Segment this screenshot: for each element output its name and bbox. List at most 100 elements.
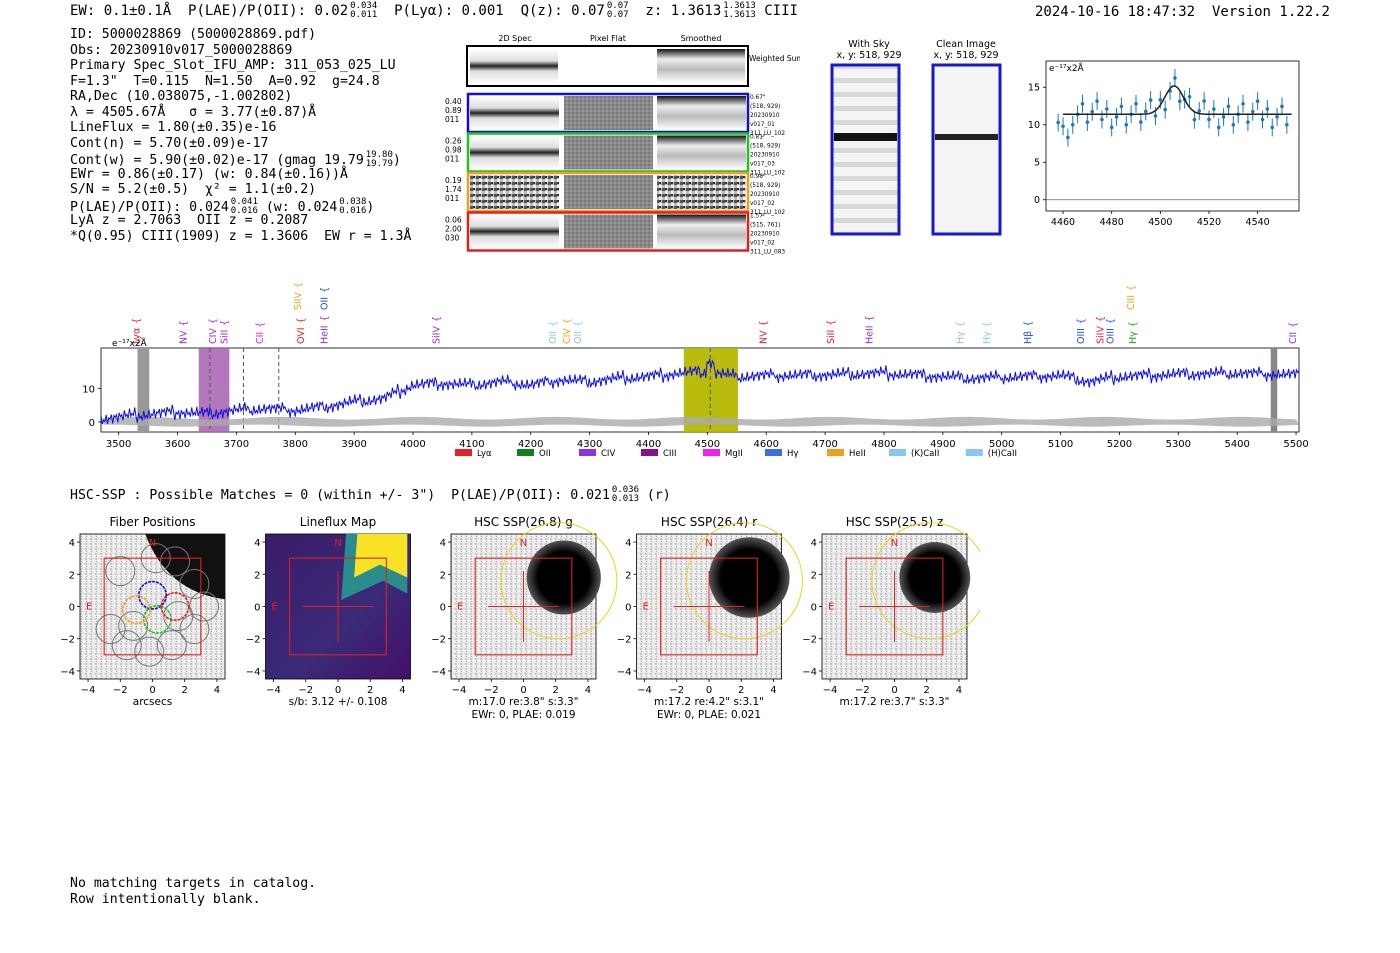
spectrum-unit-label: e⁻¹⁷x2Å [112, 337, 148, 349]
panel-caption: m:17.2 re:3.7" s:3.3" [840, 696, 950, 708]
legend-label: MgII [725, 449, 743, 459]
panel-y-tick-label: −2 [802, 635, 817, 646]
line-id-name: CII [255, 332, 266, 344]
zoom-data-point [1119, 104, 1124, 109]
spectrum-y-tick-label: 10 [82, 384, 95, 395]
legend-label: HeII [849, 449, 866, 459]
line-id-name: SiIV [432, 326, 443, 344]
panel-x-tick-label: −2 [298, 685, 313, 696]
flux-peak [354, 534, 408, 578]
zoom-y-tick-label: 15 [1028, 82, 1040, 93]
line-id-name: CIV [208, 328, 219, 344]
legend-swatch [579, 449, 596, 456]
line-id-label: Hβ { [1023, 321, 1034, 344]
signal-noise: S/N = 5.2(±0.5) χ² = 1.1(±0.2) [70, 182, 317, 197]
panel-y-tick-label: 0 [69, 603, 75, 614]
cont-w: Cont(w) = 5.90(±0.02)e-17 (gmag 19.79 19.… [70, 150, 401, 169]
panel-x-tick-label: 4 [956, 685, 962, 696]
cutout-right-label: (515, 761) [750, 223, 780, 229]
panel-y-tick-label: −2 [60, 635, 75, 646]
zoom-plot-content: 4460 4480 4500 4520 4540 0 5 10 15 [1028, 68, 1299, 228]
panel-y-tick-label: 0 [254, 603, 260, 614]
panel-title: Fiber Positions [109, 515, 195, 529]
fiber-circle [111, 630, 142, 661]
legend-label: OII [539, 449, 551, 459]
col-title-pixelflat: Pixel Flat [590, 34, 626, 43]
panel-y-tick-label: 4 [440, 538, 446, 549]
cutout-right-label: 311_LU_083 [750, 250, 785, 256]
panel-x-tick-label: 0 [149, 685, 155, 696]
bright-source [526, 540, 601, 615]
zoom-data-point [1148, 98, 1153, 102]
legend-label: Hγ [787, 449, 798, 459]
spectrum-x-tick-label: 3500 [106, 439, 131, 450]
line-id-name: SiIV [1096, 326, 1107, 344]
north-label: N [891, 538, 898, 549]
line-id-label: HeII { [320, 315, 331, 344]
fiber-circle-highlight [160, 592, 190, 621]
hsc-panel: Fiber Positions N E 4 2 0 −2 −4 −4 −2 0 2 4 arcsecs [60, 515, 226, 708]
cutout-left-label: 0.89 [445, 106, 462, 115]
spectrum-x-tick-label: 4500 [695, 439, 720, 450]
aperture-ellipse [500, 522, 618, 640]
cutout-left-label: 1.74 [445, 185, 462, 194]
zoom-data-point [1255, 99, 1260, 103]
spectrum-x-tick-label: 4600 [754, 439, 779, 450]
cutout-right-label: v017_02 [750, 201, 775, 207]
spectrum-x-tick-label: 5400 [1224, 439, 1249, 450]
line-id-brace: { [955, 321, 966, 327]
legend-swatch [641, 449, 658, 456]
line-id-brace: { [296, 317, 307, 323]
zoom-x-tick-label: 4460 [1051, 217, 1075, 228]
fiber-circle [134, 636, 165, 667]
wavelength-sigma: λ = 4505.67Å σ = 3.77(±0.87)Å [70, 104, 317, 120]
panel-x-tick-label: −4 [81, 685, 96, 696]
zoom-data-point [1158, 98, 1163, 102]
detection-id: ID: 5000028869 (5000028869.pdf) [70, 27, 317, 42]
cutout-left-label: 011 [445, 115, 460, 124]
spectrum-x-tick-label: 5300 [1166, 439, 1191, 450]
panel-y-tick-label: 4 [69, 538, 75, 549]
zoom-data-point [1231, 122, 1236, 127]
line-id-brace: { [1076, 318, 1087, 324]
zoom-data-point [1187, 94, 1192, 99]
line-id-brace: { [758, 320, 769, 326]
timestamp: 2024-10-16 18:47:32 [1034, 4, 1196, 20]
qz-value: Q(z): 0.07 [520, 3, 605, 19]
zoom-data-point [1241, 101, 1245, 106]
with-sky-trace [834, 133, 897, 141]
spectrum-x-tick-label: 5000 [989, 439, 1014, 450]
zoom-data-point [1066, 135, 1070, 140]
line-id-name: Lyα [131, 328, 142, 344]
q-line: *Q(0.95) CIII(1909) z = 1.3606 EW r = 1.… [70, 228, 412, 244]
cutout-pixelflat [564, 175, 653, 209]
cutout-pixelflat [564, 96, 653, 130]
cutout-right-label: 311_LU_102 [750, 171, 785, 177]
spectrum-flux-line [100, 359, 1300, 425]
cutout-left-label: 0.40 [445, 97, 462, 106]
row-note: Row intentionally blank. [70, 891, 261, 907]
spectrum-x-tick-label: 4000 [400, 439, 425, 450]
north-label: N [705, 538, 712, 549]
line-id-name: SiIV [293, 292, 304, 310]
search-box [845, 557, 944, 656]
cutout-right-label: 0.67" [750, 95, 766, 101]
line-id-name: OIII [1106, 328, 1117, 344]
zoom-x-tick-label: 4500 [1148, 217, 1172, 228]
line-id-name: OVI [296, 327, 307, 344]
zoom-data-point [1056, 120, 1060, 125]
panel-y-tick-label: 2 [440, 570, 446, 581]
line-id-brace: { [320, 287, 331, 293]
search-box [660, 557, 758, 656]
weighted-2dspec [470, 49, 558, 83]
panel-x-tick-label: 0 [335, 685, 341, 696]
summary-header: EW: 0.1±0.1Å P(LAE)/P(OII): 0.02 0.034 0.0… [70, 1, 798, 20]
line-id-label: CIII { [1126, 285, 1137, 310]
line-id-label: OII { [573, 321, 584, 344]
zoom-gaussian-fit [1063, 85, 1292, 116]
panel-title: Lineflux Map [300, 515, 376, 529]
zoom-y-tick-label: 0 [1034, 195, 1040, 206]
panel-x-tick-label: −4 [266, 685, 281, 696]
line-id-name: SiII [826, 330, 837, 344]
cutout-right-label: 1.57" [750, 214, 766, 220]
